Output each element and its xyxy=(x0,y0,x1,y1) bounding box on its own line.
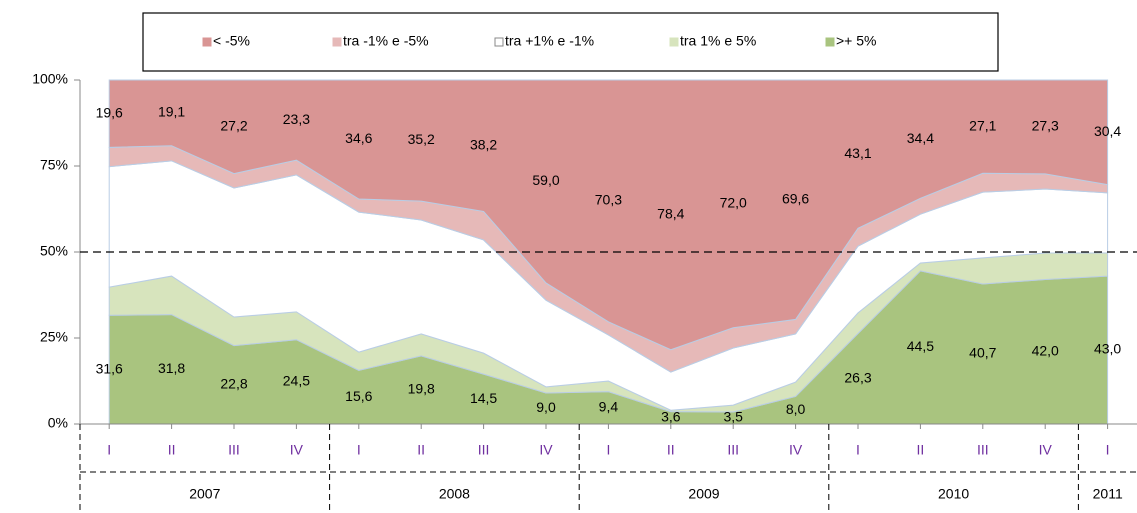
data-label: 43,0 xyxy=(1094,341,1121,357)
year-label: 2009 xyxy=(688,486,719,502)
legend-label: tra -1% e -5% xyxy=(343,33,429,49)
x-tick-label: III xyxy=(727,442,739,458)
x-tick-label: IV xyxy=(539,442,553,458)
y-tick-label: 75% xyxy=(40,157,68,173)
data-label: 40,7 xyxy=(969,345,996,361)
legend-label: < -5% xyxy=(213,33,250,49)
data-label: 34,6 xyxy=(345,130,372,146)
legend-swatch xyxy=(669,37,679,47)
data-label: 19,8 xyxy=(408,381,435,397)
data-label: 43,1 xyxy=(844,145,871,161)
data-label: 30,4 xyxy=(1094,123,1121,139)
x-tick-label: IV xyxy=(1039,442,1053,458)
data-label: 38,2 xyxy=(470,136,497,152)
y-tick-label: 0% xyxy=(48,415,68,431)
legend-box xyxy=(142,12,999,72)
year-label: 2007 xyxy=(189,486,220,502)
x-tick-label: I xyxy=(856,442,860,458)
data-label: 69,6 xyxy=(782,190,809,206)
data-label: 72,0 xyxy=(720,195,747,211)
x-tick-label: IV xyxy=(789,442,803,458)
data-label: 27,3 xyxy=(1032,118,1059,134)
y-tick-label: 100% xyxy=(32,71,68,87)
data-label: 24,5 xyxy=(283,373,310,389)
data-label: 3,5 xyxy=(723,409,743,425)
data-label: 19,1 xyxy=(158,104,185,120)
x-tick-label: I xyxy=(1106,442,1110,458)
x-tick-label: I xyxy=(606,442,610,458)
data-label: 23,3 xyxy=(283,111,310,127)
data-label: 70,3 xyxy=(595,192,622,208)
x-tick-label: I xyxy=(107,442,111,458)
data-label: 31,6 xyxy=(96,360,123,376)
year-label: 2011 xyxy=(1093,486,1123,502)
data-label: 27,2 xyxy=(220,117,247,133)
legend-label: tra +1% e -1% xyxy=(505,33,594,49)
legend-swatch xyxy=(494,37,504,47)
data-label: 44,5 xyxy=(907,338,934,354)
data-label: 15,6 xyxy=(345,388,372,404)
data-label: 3,6 xyxy=(661,409,681,425)
data-label: 8,0 xyxy=(786,401,806,417)
x-tick-label: I xyxy=(357,442,361,458)
data-label: 22,8 xyxy=(220,375,247,391)
legend-label: tra 1% e 5% xyxy=(680,33,756,49)
legend-swatch xyxy=(332,37,342,47)
x-tick-label: III xyxy=(977,442,989,458)
data-label: 14,5 xyxy=(470,390,497,406)
legend-swatch xyxy=(825,37,835,47)
y-tick-label: 50% xyxy=(40,243,68,259)
area xyxy=(108,79,1109,351)
data-label: 19,6 xyxy=(96,104,123,120)
x-tick-label: II xyxy=(667,442,675,458)
data-label: 26,3 xyxy=(844,369,871,385)
x-tick-label: III xyxy=(478,442,490,458)
year-label: 2008 xyxy=(439,486,470,502)
data-label: 31,8 xyxy=(158,360,185,376)
x-tick-label: II xyxy=(917,442,925,458)
data-label: 9,4 xyxy=(599,399,619,415)
year-label: 2010 xyxy=(938,486,969,502)
data-label: 59,0 xyxy=(532,172,559,188)
x-tick-label: II xyxy=(417,442,425,458)
data-label: 27,1 xyxy=(969,117,996,133)
data-label: 9,0 xyxy=(536,399,556,415)
data-label: 34,4 xyxy=(907,130,934,146)
data-label: 35,2 xyxy=(408,131,435,147)
data-label: 78,4 xyxy=(657,206,684,222)
x-tick-label: III xyxy=(228,442,240,458)
legend-label: >+ 5% xyxy=(836,33,876,49)
x-tick-label: II xyxy=(168,442,176,458)
x-tick-label: IV xyxy=(290,442,304,458)
legend-swatch xyxy=(202,37,212,47)
data-label: 42,0 xyxy=(1032,342,1059,358)
y-tick-label: 25% xyxy=(40,329,68,345)
